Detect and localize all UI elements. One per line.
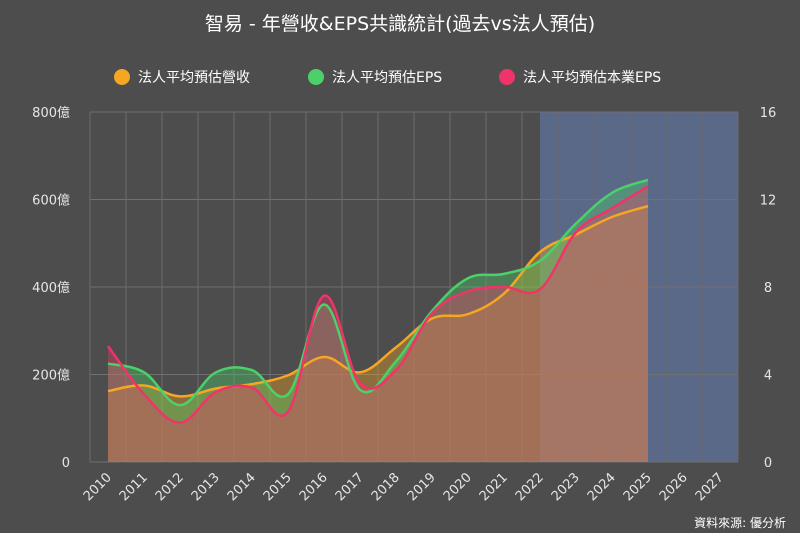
series-area-1 xyxy=(108,179,648,462)
legend-label: 法人平均預估本業EPS xyxy=(523,70,661,86)
series-line-1 xyxy=(107,178,649,407)
series-line-2 xyxy=(106,185,649,424)
legend-marker xyxy=(499,69,515,85)
y-right-tick-label: 8 xyxy=(764,281,772,296)
y-axis-left: 0 200億 400億 600億 800億 xyxy=(32,105,70,471)
y-right-tick-label: 4 xyxy=(764,369,772,384)
legend-marker xyxy=(308,69,324,85)
series-area-0 xyxy=(108,206,648,462)
y-left-tick-label: 800億 xyxy=(32,105,70,121)
series-lines xyxy=(106,178,649,424)
legend-marker xyxy=(114,69,130,85)
series-areas xyxy=(108,179,648,462)
source-note: 資料來源: 優分析 xyxy=(694,516,786,530)
y-left-tick-label: 200億 xyxy=(32,368,70,384)
y-right-tick-label: 12 xyxy=(760,194,777,209)
chart-title: 智易 - 年營收&EPS共識統計(過去vs法人預估) xyxy=(205,13,595,35)
series-area-2 xyxy=(108,186,648,462)
y-left-tick-label: 400億 xyxy=(32,280,70,296)
gridlines xyxy=(89,111,739,463)
y-axis-right: 0 4 8 12 16 xyxy=(760,106,777,471)
legend: 法人平均預估營收 法人平均預估EPS 法人平均預估本業EPS xyxy=(114,69,661,86)
y-right-tick-label: 16 xyxy=(760,106,777,121)
legend-label: 法人平均預估EPS xyxy=(332,70,442,86)
y-left-tick-label: 600億 xyxy=(32,193,70,209)
y-right-tick-label: 0 xyxy=(764,456,772,471)
y-left-tick-label: 0 xyxy=(62,456,70,471)
legend-label: 法人平均預估營收 xyxy=(138,70,250,86)
